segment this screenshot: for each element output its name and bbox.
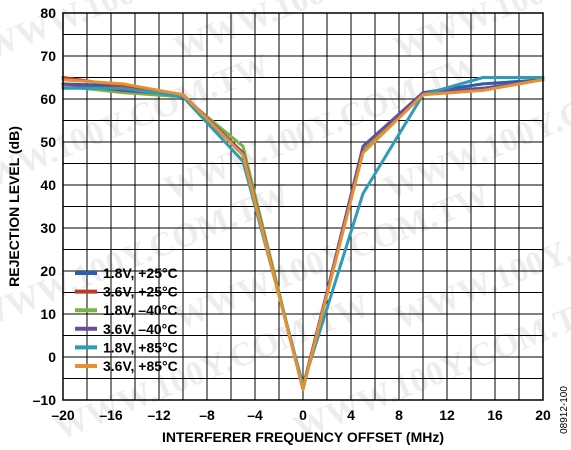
x-tick-labels: –20 –16 –12 –8 –4 0 4 8 12 16 20 bbox=[51, 407, 551, 423]
series-line-6 bbox=[61, 78, 545, 391]
y-tick-label: 60 bbox=[40, 91, 56, 107]
y-tick-label: 70 bbox=[40, 48, 56, 64]
x-tick-label: 8 bbox=[395, 407, 403, 423]
y-tick-label: 20 bbox=[40, 263, 56, 279]
legend: 1.8V, +25°C 3.6V, +25°C 1.8V, –40°C 3.6V, –… bbox=[75, 265, 178, 374]
x-tick-label: –20 bbox=[51, 407, 75, 423]
legend-label: 3.6V, +25°C bbox=[103, 284, 178, 300]
legend-label: 3.6V, –40°C bbox=[103, 321, 177, 337]
y-tick-label: 30 bbox=[40, 220, 56, 236]
legend-label: 1.8V, +85°C bbox=[103, 339, 178, 355]
legend-label: 1.8V, +25°C bbox=[103, 265, 178, 281]
y-axis-label: REJECTION LEVEL (dB) bbox=[6, 126, 22, 287]
y-tick-label: 80 bbox=[40, 5, 56, 21]
grid bbox=[63, 13, 543, 400]
x-tick-label: –12 bbox=[147, 407, 171, 423]
x-tick-label: 16 bbox=[487, 407, 503, 423]
x-tick-label: 12 bbox=[439, 407, 455, 423]
x-tick-label: 20 bbox=[535, 407, 551, 423]
x-tick-label: –8 bbox=[199, 407, 215, 423]
y-tick-label: 50 bbox=[40, 134, 56, 150]
y-tick-label: 0 bbox=[48, 349, 56, 365]
y-tick-label: 40 bbox=[40, 177, 56, 193]
y-tick-label: –10 bbox=[33, 392, 57, 408]
y-tick-label: 10 bbox=[40, 306, 56, 322]
x-tick-label: 4 bbox=[347, 407, 355, 423]
x-tick-label: 0 bbox=[299, 407, 307, 423]
plot-frame bbox=[62, 12, 544, 401]
x-tick-label: –16 bbox=[99, 407, 123, 423]
figure-id: 08912-100 bbox=[559, 386, 570, 434]
legend-label: 1.8V, –40°C bbox=[103, 302, 177, 318]
y-tick-labels: –10 0 10 20 30 40 50 60 70 80 bbox=[33, 5, 57, 408]
series-lines bbox=[61, 76, 545, 391]
x-tick-label: –4 bbox=[247, 407, 263, 423]
x-axis-label: INTERFERER FREQUENCY OFFSET (MHz) bbox=[162, 429, 444, 445]
legend-label: 3.6V, +85°C bbox=[103, 358, 178, 374]
